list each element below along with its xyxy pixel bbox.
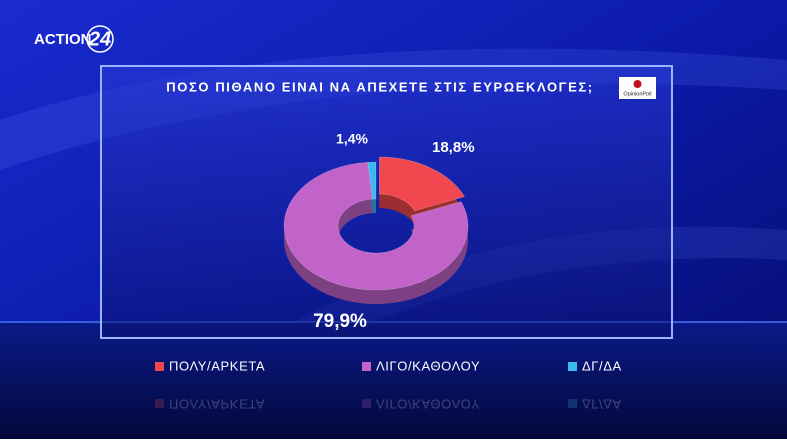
legend-swatch — [155, 362, 164, 371]
legend-label: ΠΟΛΥ/ΑΡΚΕΤΑ — [169, 397, 265, 412]
legend: ΠΟΛΥ/ΑΡΚΕΤΑ ΛΙΓΟ/ΚΑΘΟΛΟΥ ΔΓ/ΔΑ — [155, 358, 622, 373]
legend-label: ΠΟΛΥ/ΑΡΚΕΤΑ — [169, 358, 265, 373]
legend-label: ΔΓ/ΔΑ — [582, 358, 622, 373]
legend-label: ΔΓ/ΔΑ — [582, 397, 622, 412]
channel-name: ACTION — [34, 31, 92, 48]
legend-label: ΛΙΓΟ/ΚΑΘΟΛΟΥ — [376, 358, 480, 373]
legend-swatch — [568, 399, 577, 408]
legend-swatch — [362, 399, 371, 408]
segment — [367, 161, 377, 200]
segment — [379, 156, 465, 212]
floor — [0, 322, 787, 439]
channel-logo-ring — [86, 25, 114, 53]
pollster-logo-dot — [633, 80, 642, 88]
segment — [283, 161, 469, 291]
legend-swatch — [155, 399, 164, 408]
legend-swatch — [362, 362, 371, 371]
legend-label: ΛΙΓΟ/ΚΑΘΟΛΟΥ — [376, 397, 480, 412]
chart-title: ΠΟΣΟ ΠΙΘΑΝΟ ΕΙΝΑΙ ΝΑ ΑΠΕΧΕΤΕ ΣΤΙΣ ΕΥΡΩΕΚ… — [166, 79, 593, 94]
legend-swatch — [568, 362, 577, 371]
legend-reflection: ΠΟΛΥ/ΑΡΚΕΤΑ ΛΙΓΟ/ΚΑΘΟΛΟΥ ΔΓ/ΔΑ — [155, 397, 622, 412]
channel-number: 24 — [88, 28, 111, 50]
value-label: 79,9% — [313, 311, 367, 332]
pollster-name: OpinionPoll — [623, 91, 651, 97]
value-label: 18,8% — [432, 139, 475, 156]
donut: 18,8% 79,9% 1,4% — [283, 131, 475, 332]
value-label: 1,4% — [336, 131, 368, 147]
